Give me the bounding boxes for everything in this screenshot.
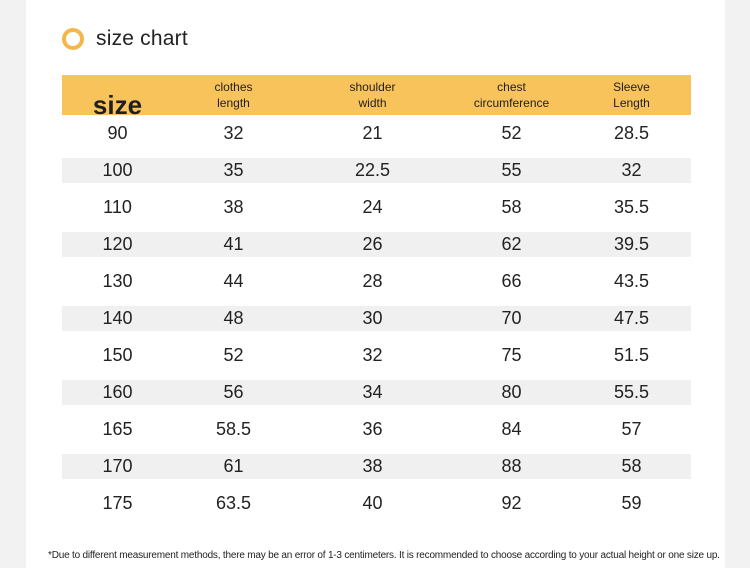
table-cell: 84 [501,419,522,439]
header-sleeve-length: Sleeve Length [613,80,650,110]
table-cell: 110 [103,197,132,217]
circle-bullet-icon [62,28,84,50]
table-cell: 52 [501,123,522,143]
table-cell: 160 [102,382,133,402]
table-row: 160 56 34 80 55.5 [62,380,691,405]
table-cell: 175 [102,493,133,513]
table-row: 130 44 28 66 43.5 [62,263,691,300]
table-cell: 28 [362,271,383,291]
page-title: size chart [96,27,188,50]
table-cell: 63.5 [215,493,252,513]
table-cell: 38 [223,197,244,217]
table-cell: 55 [501,160,522,180]
table-cell: 32 [621,160,642,180]
table-cell: 41 [223,234,244,254]
table-cell: 165 [102,419,133,439]
table-cell: 34 [362,382,383,402]
table-cell: 21 [362,123,383,143]
table-cell: 92 [501,493,522,513]
table-cell: 100 [102,160,133,180]
table-cell: 58 [621,456,642,476]
table-cell: 26 [362,234,383,254]
table-cell: 56 [223,382,244,402]
table-cell: 51.5 [613,345,650,365]
table-cell: 140 [102,308,133,328]
table-row: 90 32 21 52 28.5 [62,115,691,152]
table-cell: 130 [102,271,133,291]
table-cell: 150 [102,345,133,365]
table-cell: 47.5 [613,308,650,328]
header-shoulder-width: shoulder width [349,80,396,110]
table-cell: 38 [362,456,383,476]
table-cell: 66 [501,271,522,291]
table-cell: 44 [223,271,244,291]
table-cell: 35.5 [613,197,650,217]
table-cell: 57 [621,419,642,439]
table-cell: 88 [501,456,522,476]
table-cell: 35 [223,160,244,180]
header-chest-circumference: chest circumference [473,80,550,110]
size-chart-card: size chart size clothes length shoulder … [26,0,725,568]
table-cell: 58 [501,197,522,217]
table-row: 165 58.5 36 84 57 [62,411,691,448]
table-row: 170 61 38 88 58 [62,454,691,479]
table-cell: 24 [362,197,383,217]
table-cell: 59 [621,493,642,513]
table-cell: 32 [223,123,244,143]
table-cell: 170 [102,456,133,476]
table-row: 150 52 32 75 51.5 [62,337,691,374]
table-cell: 32 [362,345,383,365]
header-clothes-length: clothes length [214,80,253,110]
table-row: 175 63.5 40 92 59 [62,485,691,522]
header-size: size [92,90,143,120]
table-cell: 120 [102,234,133,254]
table-cell: 61 [223,456,244,476]
table-cell: 30 [362,308,383,328]
size-table: size clothes length shoulder width chest… [62,75,691,522]
table-cell: 80 [501,382,522,402]
table-cell: 22.5 [354,160,391,180]
table-row: 140 48 30 70 47.5 [62,306,691,331]
table-header: size clothes length shoulder width chest… [62,75,691,120]
table-cell: 52 [223,345,244,365]
table-cell: 43.5 [613,271,650,291]
table-cell: 55.5 [613,382,650,402]
table-cell: 75 [501,345,522,365]
table-row: 110 38 24 58 35.5 [62,189,691,226]
table-cell: 36 [362,419,383,439]
section-heading: size chart [62,24,188,54]
table-cell: 39.5 [613,234,650,254]
footnote: *Due to different measurement methods, t… [48,550,720,561]
table-row: 100 35 22.5 55 32 [62,158,691,183]
table-row: 120 41 26 62 39.5 [62,232,691,257]
table-cell: 48 [223,308,244,328]
table-cell: 90 [107,123,128,143]
table-cell: 28.5 [613,123,650,143]
table-cell: 70 [501,308,522,328]
table-cell: 62 [501,234,522,254]
table-cell: 58.5 [215,419,252,439]
table-body: 90 32 21 52 28.5 100 35 22.5 55 32 110 38 24 58 35.5 12… [62,115,691,522]
table-cell: 40 [362,493,383,513]
